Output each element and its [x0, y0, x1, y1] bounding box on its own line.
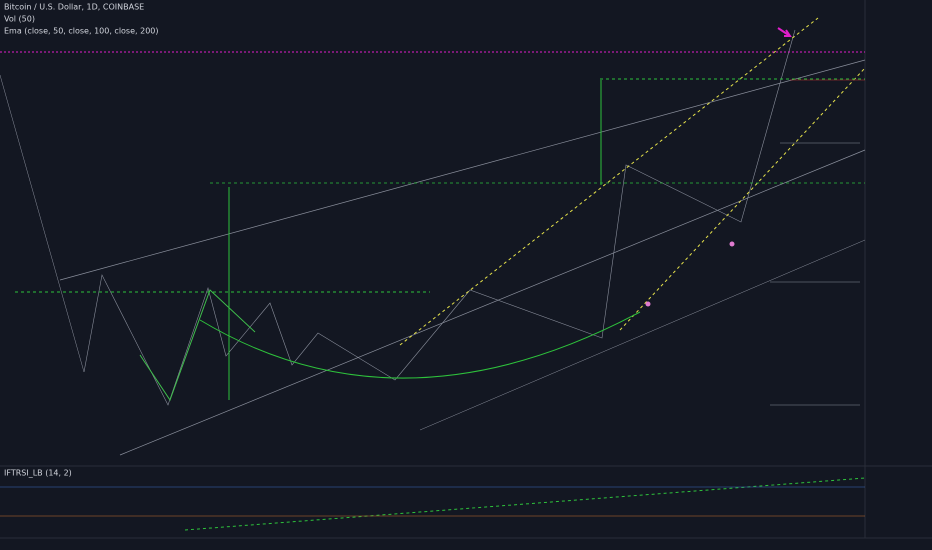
- chart-title: Bitcoin / U.S. Dollar, 1D, COINBASE: [4, 3, 144, 12]
- subtitle: Vol (50): [4, 15, 35, 24]
- subtitle: IFTRSI_LB (14, 2): [4, 469, 72, 478]
- cup-arc: [199, 311, 641, 379]
- abc-line: [139, 289, 256, 402]
- drawings: [0, 17, 866, 531]
- wave-line: [0, 74, 85, 373]
- text-layer: Bitcoin / U.S. Dollar, 1D, COINBASE Vol …: [4, 3, 159, 478]
- trend-line: [59, 59, 866, 281]
- wave-line: [83, 29, 796, 406]
- cross-dot: [729, 241, 735, 247]
- channel-line: [399, 17, 819, 346]
- cross-dot: [645, 301, 651, 307]
- trend-line: [419, 239, 866, 431]
- subtitle: Ema (close, 50, close, 100, close, 200): [4, 27, 159, 36]
- arrow-icon: [777, 27, 792, 37]
